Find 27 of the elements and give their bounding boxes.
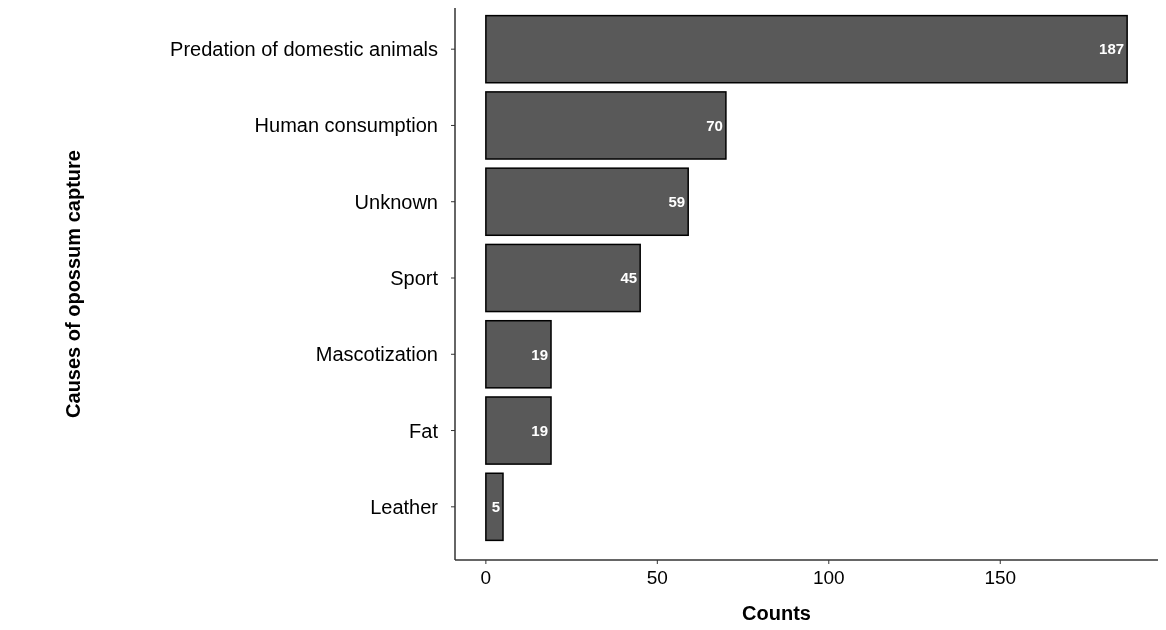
bar xyxy=(485,472,504,542)
x-tick-label: 50 xyxy=(646,567,668,588)
y-tick-label: Predation of domestic animals xyxy=(170,38,438,61)
data-label: 5 xyxy=(491,498,501,516)
bar xyxy=(485,167,689,237)
y-tick-label: Unknown xyxy=(354,190,438,213)
x-tick-label: 100 xyxy=(812,567,845,588)
bar xyxy=(485,243,641,313)
data-label: 19 xyxy=(531,421,549,439)
bar xyxy=(485,319,552,389)
y-axis-title: Causes of opossum capture xyxy=(62,150,84,418)
x-axis-title: Counts xyxy=(742,602,811,624)
y-tick-label: Mascotization xyxy=(315,343,438,366)
bar xyxy=(485,91,727,160)
y-tick-label: Human consumption xyxy=(254,114,438,137)
y-tick-label: Sport xyxy=(390,267,439,289)
y-tick-label: Leather xyxy=(370,495,439,518)
data-label: 187 xyxy=(1099,40,1125,58)
bar xyxy=(485,14,1128,84)
data-label: 70 xyxy=(706,116,723,134)
y-tick-label: Fat xyxy=(409,419,439,442)
x-tick-label: 150 xyxy=(984,567,1017,588)
x-tick-label: 0 xyxy=(480,567,492,588)
data-label: 19 xyxy=(531,345,549,363)
bar xyxy=(485,396,552,465)
data-label: 45 xyxy=(620,269,638,287)
data-label: 59 xyxy=(668,192,686,210)
